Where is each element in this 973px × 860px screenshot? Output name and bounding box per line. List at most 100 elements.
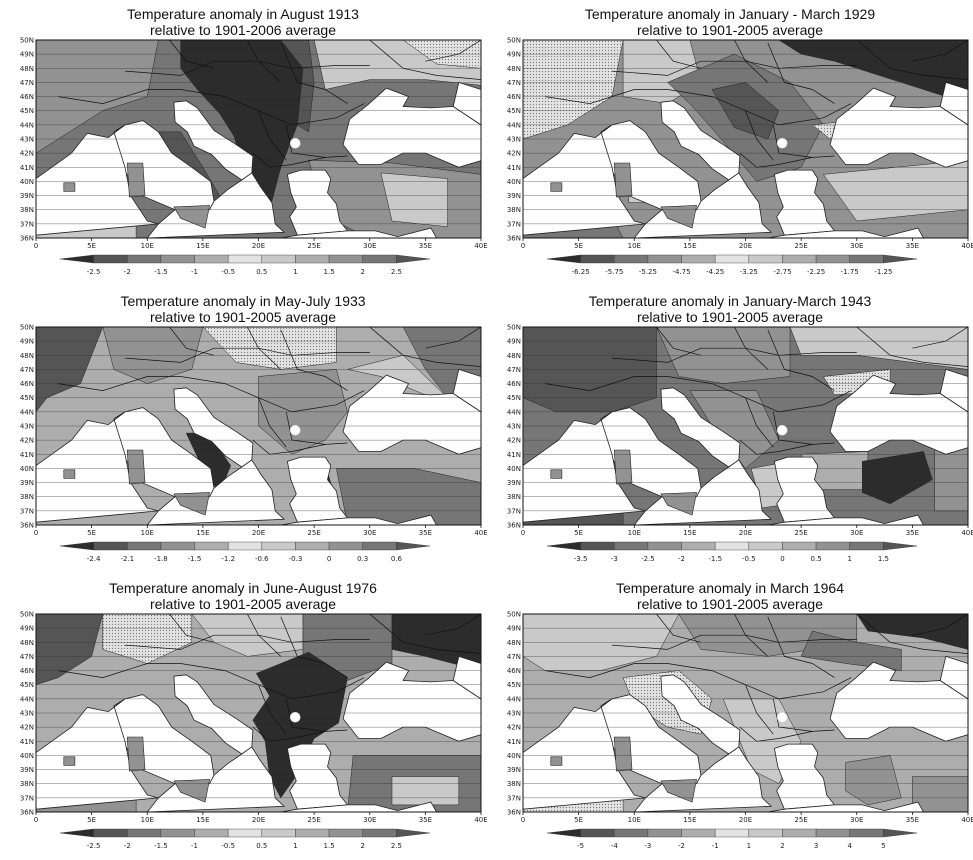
longitude-label: 0 [34, 816, 38, 824]
anomaly-contour-region [862, 451, 933, 505]
sea-aegean [773, 169, 836, 236]
country-border [912, 40, 968, 62]
colorbar-swatch [362, 254, 397, 264]
latitude-label: 41N [20, 164, 34, 172]
latitude-label: 40N [20, 465, 34, 473]
latitude-label: 40N [20, 178, 34, 186]
anomaly-map: 50N 49N 48N 47N 46N 45N 44N 43N 42N 41N 40N 39N 38N 3… [507, 324, 973, 564]
anomaly-contour-region [391, 776, 460, 806]
country-border [856, 614, 968, 654]
colorbar-swatch [546, 541, 581, 551]
longitude-label: 40E [474, 816, 487, 824]
colorbar-tick-label: -5.75 [605, 268, 623, 276]
island [126, 162, 146, 198]
title-line-1: Temperature anomaly in May-July 1933 [120, 293, 366, 309]
colorbar-swatch [396, 541, 431, 551]
latitude-label: 47N [20, 366, 34, 374]
longitude-label: 25E [794, 529, 807, 537]
country-border [258, 110, 287, 161]
latitude-label: 50N [20, 611, 34, 619]
latitude-label: 49N [20, 625, 34, 633]
colorbar-swatch [396, 828, 431, 838]
longitude-label: 20E [252, 242, 265, 250]
latitude-label: 43N [507, 423, 521, 431]
colorbar-swatch [546, 254, 581, 264]
colorbar-tick-label: -1 [191, 842, 198, 850]
latitude-label: 38N [20, 780, 34, 788]
latitude-label: 41N [20, 451, 34, 459]
colorbar-tick-label: 1.5 [878, 555, 889, 563]
longitude-label: 15E [196, 816, 209, 824]
longitude-label: 0 [521, 529, 525, 537]
country-border [734, 40, 769, 83]
country-border [545, 376, 852, 413]
sea-blackSea [342, 661, 481, 742]
latitude-label: 40N [507, 178, 521, 186]
country-border [258, 684, 287, 735]
longitude-label: 10E [628, 242, 641, 250]
colorbar-swatch [227, 541, 263, 551]
colorbar-swatch [295, 828, 330, 838]
latitude-label: 46N [20, 380, 34, 388]
colorbar-tick-label: -3.25 [740, 268, 758, 276]
country-border [247, 40, 282, 83]
country-border [247, 327, 282, 370]
colorbar-swatch [748, 254, 783, 264]
station-marker [776, 711, 788, 723]
colorbar-swatch [815, 541, 850, 551]
sea-eastMed [767, 514, 924, 525]
country-border [734, 327, 769, 370]
colorbar-swatch [647, 828, 682, 838]
colorbar-swatch [227, 254, 263, 264]
country-border [252, 152, 326, 168]
colorbar-swatch [815, 254, 850, 264]
longitude-label: 35E [906, 242, 919, 250]
title-line-2: relative to 1901-2005 average [636, 309, 824, 325]
colorbar-tick-label: -2 [678, 555, 685, 563]
country-border [656, 614, 702, 643]
colorbar-tick-label: 4 [847, 842, 852, 850]
colorbar: -3.5 -3 -2.5 -2 -1.5 -0.5 0 0.5 1 1.5 [546, 541, 918, 563]
colorbar-tick-label: -5 [577, 842, 584, 850]
latitude-label: 48N [507, 65, 521, 73]
latitude-label: 50N [20, 37, 34, 45]
longitude-label: 10E [141, 816, 154, 824]
colorbar-tick-label: -2 [124, 842, 131, 850]
country-border [280, 616, 348, 678]
country-border [247, 614, 282, 657]
country-border [772, 411, 835, 445]
colorbar-swatch [546, 828, 581, 838]
latitude-label: 37N [507, 507, 521, 515]
colorbar-tick-label: -2 [124, 268, 131, 276]
colorbar-swatch [93, 828, 128, 838]
colorbar-tick-label: -2.5 [87, 268, 101, 276]
island [613, 736, 633, 772]
colorbar-swatch [194, 541, 229, 551]
colorbar-tick-label: -2.25 [807, 268, 825, 276]
sea-eastMed [767, 227, 924, 238]
colorbar-tick-label: 0.3 [357, 555, 368, 563]
colorbar-swatch [396, 254, 431, 264]
sea-blackSea [829, 661, 968, 742]
longitude-label: 5E [574, 529, 583, 537]
latitude-label: 40N [507, 465, 521, 473]
island [550, 756, 563, 766]
colorbar-swatch [93, 254, 128, 264]
colorbar-tick-label: 0 [327, 555, 331, 563]
station-marker [289, 424, 301, 436]
longitude-label: 15E [196, 242, 209, 250]
latitude-label: 45N [20, 681, 34, 689]
latitude-label: 43N [507, 136, 521, 144]
colorbar-swatch [580, 828, 615, 838]
country-border [772, 698, 835, 732]
latitude-label: 42N [20, 437, 34, 445]
latitude-label: 49N [507, 51, 521, 59]
colorbar-swatch [295, 541, 330, 551]
longitude-label: 30E [850, 529, 863, 537]
colorbar-swatch [59, 828, 94, 838]
country-border [739, 439, 813, 455]
country-border [252, 439, 326, 455]
latitude-label: 41N [507, 164, 521, 172]
latitude-label: 48N [507, 352, 521, 360]
longitude-label: 10E [628, 816, 641, 824]
